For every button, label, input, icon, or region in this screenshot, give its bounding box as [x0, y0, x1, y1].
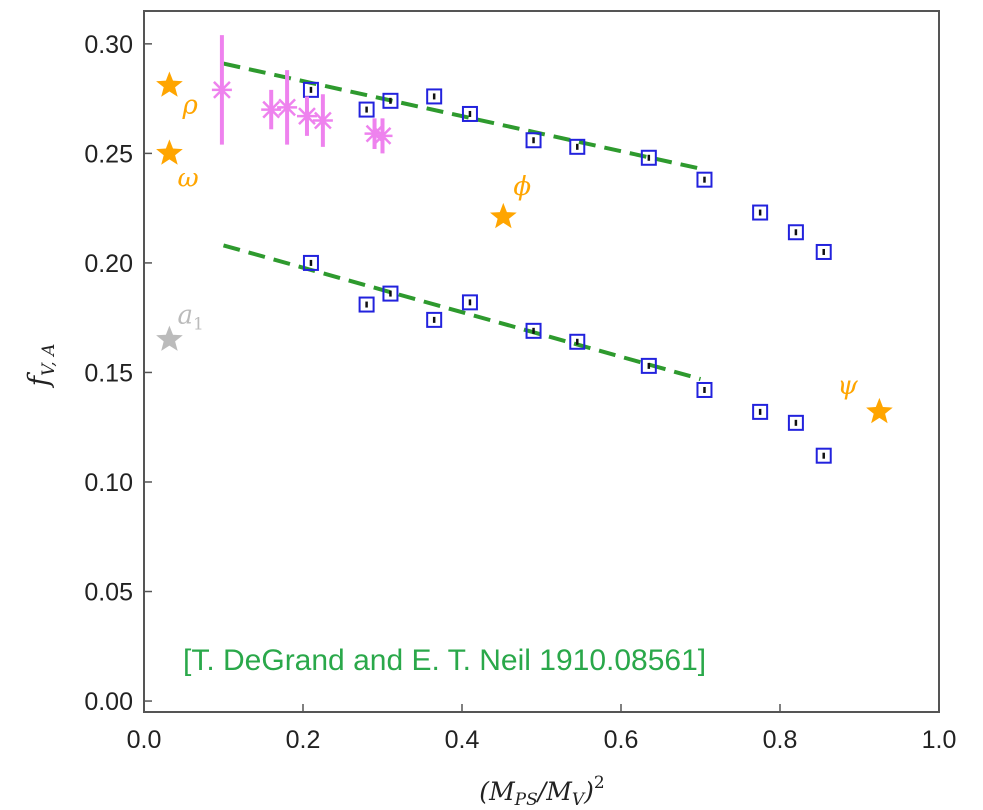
star-label-0: ρ: [181, 90, 198, 120]
x-tick-label-4: 0.8: [763, 726, 798, 754]
square-marker: [569, 138, 586, 155]
y-tick-label-5: 0.25: [84, 140, 133, 168]
data-marks: [211, 35, 832, 464]
square-point-s0-1: [358, 101, 375, 118]
a1-star-marker: [156, 325, 183, 351]
square-point-s1-7: [640, 357, 657, 374]
square-marker: [787, 414, 804, 431]
square-point-s1-0: [302, 254, 319, 271]
x-tick-label-2: 0.4: [445, 726, 480, 754]
square-point-s0-2: [382, 92, 399, 109]
star-marker-1: [156, 139, 183, 165]
y-tick-label-4: 0.20: [84, 250, 133, 278]
x-tick-label-3: 0.6: [604, 726, 639, 754]
square-point-s1-8: [696, 381, 713, 398]
square-marker: [302, 254, 319, 271]
square-point-s0-6: [569, 138, 586, 155]
square-point-s0-9: [752, 204, 769, 221]
square-marker: [569, 333, 586, 350]
x-axis-title: (MPS/MV)2: [479, 773, 604, 810]
square-point-s0-11: [815, 243, 832, 260]
square-marker: [696, 171, 713, 188]
y-tick-label-6: 0.30: [84, 31, 133, 59]
square-marker: [461, 105, 478, 122]
square-marker: [815, 243, 832, 260]
x-tick-label-0: 0.0: [127, 726, 162, 754]
a1-label: a1: [177, 301, 203, 335]
square-marker: [358, 101, 375, 118]
y-tick-label-2: 0.10: [84, 469, 133, 497]
cross-point-1: [261, 89, 282, 130]
star-marker-3: [866, 397, 893, 424]
cross-point-0: [211, 35, 232, 145]
square-marker: [640, 357, 657, 374]
square-point-s1-11: [815, 447, 832, 464]
square-marker: [426, 311, 443, 328]
plot-frame: [143, 10, 940, 713]
square-point-s1-3: [426, 311, 443, 328]
square-point-s1-10: [787, 414, 804, 431]
square-point-s0-5: [525, 132, 542, 149]
y-tick-label-0: 0.00: [84, 688, 133, 716]
square-point-s1-2: [382, 285, 399, 302]
fit-line-1: [222, 243, 702, 381]
y-tick-label-1: 0.05: [84, 579, 133, 607]
square-point-s1-1: [358, 296, 375, 313]
square-point-s1-9: [752, 403, 769, 420]
cross-point-2: [277, 70, 298, 145]
square-marker: [787, 224, 804, 241]
square-point-s0-4: [461, 105, 478, 122]
square-marker: [525, 132, 542, 149]
star-marker-2: [490, 202, 517, 229]
annotation-citation: [T. DeGrand and E. T. Neil 1910.08561]: [183, 644, 706, 677]
square-point-s0-7: [640, 149, 657, 166]
square-marker: [696, 381, 713, 398]
square-marker: [525, 322, 542, 339]
square-marker: [358, 296, 375, 313]
star-label-3: ψ: [837, 371, 858, 401]
square-marker: [382, 92, 399, 109]
square-marker: [461, 294, 478, 311]
x-tick-label-5: 1.0: [922, 726, 957, 754]
square-point-s0-8: [696, 171, 713, 188]
ticks: 0.0 0.2 0.4 0.6 0.8 1.0 0.00 0.05 0.10 0.15 0.20 0.…: [84, 31, 956, 754]
square-marker: [752, 403, 769, 420]
star-marker-0: [156, 71, 183, 97]
square-point-s0-3: [426, 88, 443, 105]
a1-label-main: a: [177, 301, 193, 331]
star-markers: ρ ω ϕ ψ a1: [156, 71, 893, 424]
square-point-s1-6: [569, 333, 586, 350]
cross-point-6: [372, 118, 393, 154]
y-axis-title: fV, A: [22, 344, 59, 389]
star-label-1: ω: [177, 163, 198, 193]
square-marker: [426, 88, 443, 105]
y-tick-label-3: 0.15: [84, 359, 133, 387]
square-point-s0-10: [787, 224, 804, 241]
square-point-s1-4: [461, 294, 478, 311]
square-marker: [382, 285, 399, 302]
square-marker: [752, 204, 769, 221]
square-point-s0-0: [302, 81, 319, 98]
square-marker: [815, 447, 832, 464]
cross-point-4: [312, 94, 333, 147]
a1-label-sub: 1: [193, 315, 204, 335]
square-marker: [302, 81, 319, 98]
x-tick-label-1: 0.2: [286, 726, 321, 754]
square-marker: [640, 149, 657, 166]
star-label-2: ϕ: [513, 172, 531, 202]
square-point-s1-5: [525, 322, 542, 339]
cross-point-3: [296, 96, 317, 136]
